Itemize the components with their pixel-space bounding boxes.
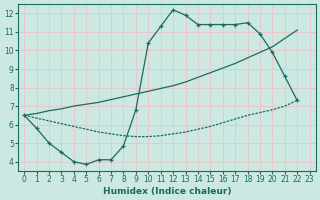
- X-axis label: Humidex (Indice chaleur): Humidex (Indice chaleur): [103, 187, 231, 196]
